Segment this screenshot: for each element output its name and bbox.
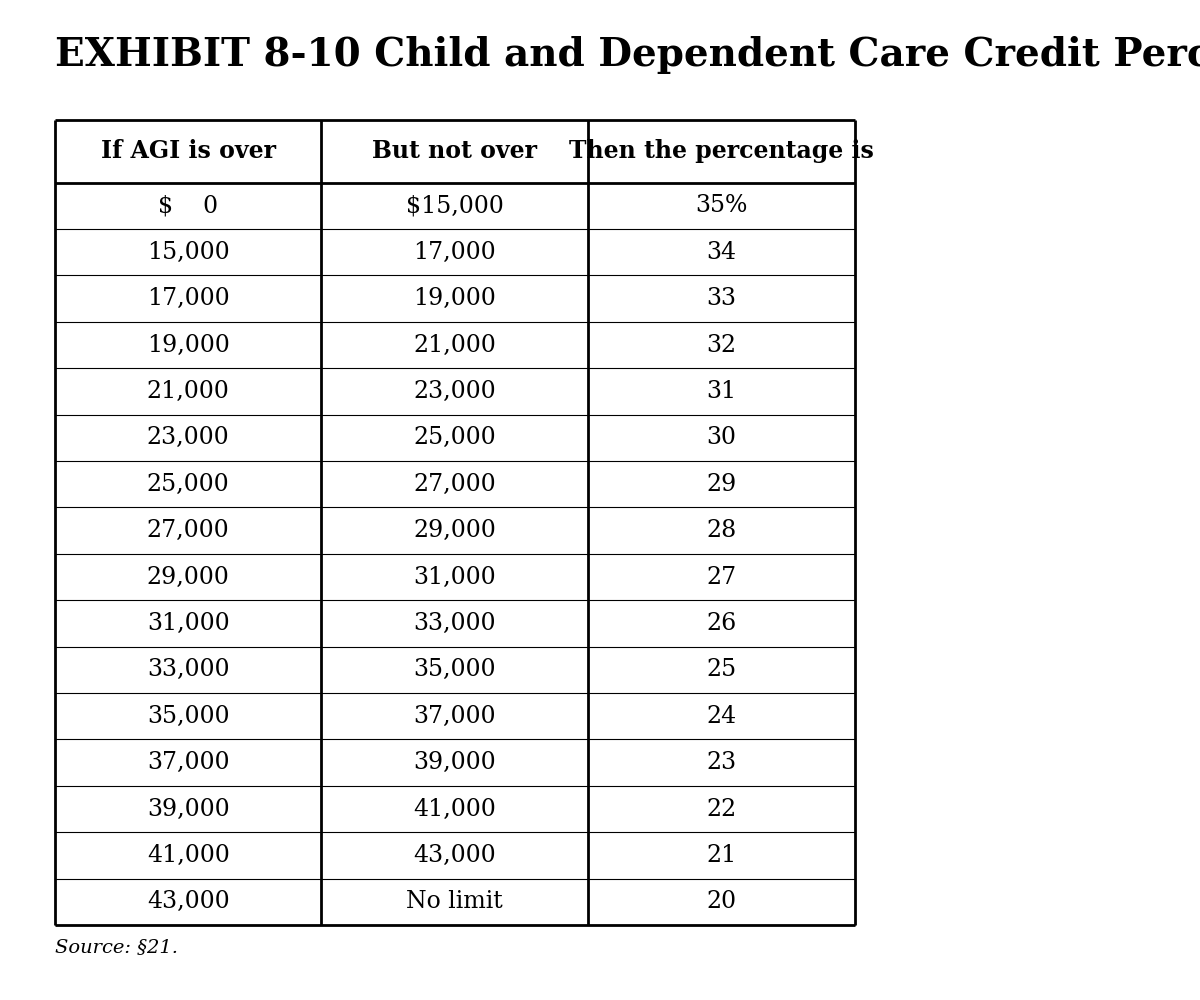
Text: 15,000: 15,000 [146, 241, 229, 264]
Text: 25,000: 25,000 [413, 426, 496, 449]
Text: 35,000: 35,000 [413, 658, 496, 681]
Text: 23,000: 23,000 [413, 380, 496, 403]
Text: $    0: $ 0 [158, 194, 218, 217]
Text: 31,000: 31,000 [146, 612, 229, 635]
Text: 19,000: 19,000 [146, 334, 229, 357]
Text: 39,000: 39,000 [413, 751, 496, 774]
Text: 37,000: 37,000 [413, 705, 496, 728]
Text: 25,000: 25,000 [146, 473, 229, 496]
Text: 35%: 35% [695, 194, 748, 217]
Text: 29,000: 29,000 [146, 566, 229, 589]
Text: 26: 26 [707, 612, 737, 635]
Text: 34: 34 [707, 241, 737, 264]
Text: 17,000: 17,000 [146, 287, 229, 310]
Text: 32: 32 [707, 334, 737, 357]
Text: 27: 27 [707, 566, 737, 589]
Text: 30: 30 [707, 426, 737, 449]
Text: But not over: But not over [372, 139, 538, 163]
Text: 24: 24 [707, 705, 737, 728]
Text: Then the percentage is: Then the percentage is [569, 139, 874, 163]
Text: 37,000: 37,000 [146, 751, 229, 774]
Text: 41,000: 41,000 [413, 798, 496, 821]
Text: 21: 21 [707, 844, 737, 867]
Text: 22: 22 [707, 798, 737, 821]
Text: Source: §21.: Source: §21. [55, 938, 178, 956]
Text: If AGI is over: If AGI is over [101, 139, 276, 163]
Text: 17,000: 17,000 [413, 241, 496, 264]
Text: 29,000: 29,000 [413, 519, 496, 542]
Text: 25: 25 [707, 658, 737, 681]
Text: 19,000: 19,000 [413, 287, 496, 310]
Text: No limit: No limit [407, 890, 503, 913]
Text: 23: 23 [707, 751, 737, 774]
Text: 28: 28 [707, 519, 737, 542]
Text: 43,000: 43,000 [146, 890, 229, 913]
Text: $15,000: $15,000 [406, 194, 504, 217]
Text: 31: 31 [707, 380, 737, 403]
Text: 41,000: 41,000 [146, 844, 229, 867]
Text: 21,000: 21,000 [146, 380, 229, 403]
Text: 39,000: 39,000 [146, 798, 229, 821]
Text: 27,000: 27,000 [146, 519, 229, 542]
Text: 35,000: 35,000 [146, 705, 229, 728]
Text: EXHIBIT 8-10 Child and Dependent Care Credit Percentage: EXHIBIT 8-10 Child and Dependent Care Cr… [55, 35, 1200, 74]
Text: 33: 33 [707, 287, 737, 310]
Text: 27,000: 27,000 [413, 473, 496, 496]
Text: 31,000: 31,000 [413, 566, 496, 589]
Text: 21,000: 21,000 [413, 334, 496, 357]
Text: 23,000: 23,000 [146, 426, 229, 449]
Text: 20: 20 [707, 890, 737, 913]
Text: 33,000: 33,000 [146, 658, 229, 681]
Text: 33,000: 33,000 [413, 612, 496, 635]
Text: 43,000: 43,000 [413, 844, 496, 867]
Text: 29: 29 [707, 473, 737, 496]
